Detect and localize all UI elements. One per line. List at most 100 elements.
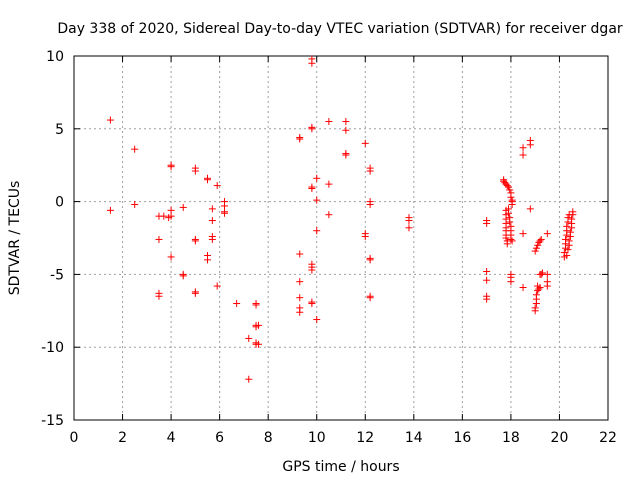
data-point <box>531 304 539 312</box>
data-point <box>313 196 321 204</box>
data-point <box>254 321 262 329</box>
data-point <box>534 241 542 249</box>
x-tick-label: 8 <box>264 430 273 446</box>
y-tick-labels: 10 5 0 -5 -10 -15 <box>41 49 64 429</box>
data-point <box>155 235 163 243</box>
data-point <box>313 174 321 182</box>
data-point <box>313 316 321 324</box>
data-point <box>508 201 516 209</box>
y-tick-label: 10 <box>46 49 64 65</box>
data-point <box>308 300 316 308</box>
data-point <box>167 163 175 171</box>
data-point <box>565 237 573 245</box>
data-point <box>483 219 491 227</box>
data-point <box>405 224 413 232</box>
data-point <box>564 246 572 254</box>
x-tick-label: 22 <box>599 430 617 446</box>
data-point <box>342 118 350 126</box>
data-point <box>536 237 544 245</box>
data-point <box>502 234 510 242</box>
x-tick-label: 20 <box>551 430 569 446</box>
x-tick-label: 16 <box>453 430 471 446</box>
data-point <box>507 193 515 201</box>
data-point <box>504 183 512 191</box>
data-point <box>537 270 545 278</box>
data-point <box>191 289 199 297</box>
data-point <box>106 116 114 124</box>
data-point <box>564 214 572 222</box>
x-tick-labels: 0 2 4 6 8 10 12 14 16 18 20 22 <box>70 430 617 446</box>
data-point <box>191 167 199 175</box>
data-point <box>508 237 516 245</box>
data-point <box>566 228 574 236</box>
data-point <box>155 292 163 300</box>
data-point <box>507 235 515 243</box>
data-point <box>167 253 175 261</box>
data-point <box>361 233 369 241</box>
data-point <box>506 186 514 194</box>
data-point <box>233 300 241 308</box>
data-point <box>504 209 512 217</box>
data-point <box>342 151 350 159</box>
data-point <box>106 206 114 214</box>
data-point <box>342 126 350 134</box>
data-point <box>503 182 511 190</box>
data-point <box>296 250 304 258</box>
data-point <box>204 176 211 184</box>
data-point <box>563 251 571 259</box>
data-point <box>535 285 543 293</box>
data-point <box>536 284 544 292</box>
data-point <box>296 308 304 316</box>
data-point <box>568 215 576 223</box>
data-point <box>532 244 540 252</box>
data-point <box>325 118 333 126</box>
data-point <box>366 294 374 302</box>
data-point <box>563 222 571 230</box>
data-point <box>325 211 333 219</box>
grid-lines <box>74 56 608 420</box>
x-tick-label: 18 <box>502 430 520 446</box>
x-tick-label: 14 <box>405 430 423 446</box>
y-tick-label: 5 <box>55 122 64 138</box>
data-point <box>519 144 527 152</box>
data-point <box>405 217 413 225</box>
data-point <box>296 294 304 302</box>
data-point <box>519 284 527 292</box>
data-point <box>296 278 304 286</box>
data-point <box>519 151 527 159</box>
data-point <box>543 282 551 290</box>
x-tick-label: 2 <box>118 430 127 446</box>
data-point <box>361 139 369 147</box>
y-tick-label: -10 <box>41 340 64 356</box>
data-point <box>526 141 534 149</box>
data-point <box>131 145 139 153</box>
data-point <box>308 266 316 274</box>
data-point <box>313 227 321 235</box>
data-point <box>245 334 253 342</box>
y-tick-label: -5 <box>50 267 64 283</box>
data-point <box>569 208 577 216</box>
data-point <box>220 209 228 217</box>
data-point <box>191 237 199 245</box>
x-axis-label: GPS time / hours <box>282 459 399 475</box>
data-point <box>366 256 374 264</box>
data-point <box>179 203 187 211</box>
data-point <box>483 267 491 275</box>
data-point <box>532 291 540 299</box>
data-point <box>562 235 570 243</box>
plot-frame <box>73 55 609 421</box>
x-tick-label: 4 <box>167 430 176 446</box>
data-point <box>366 201 374 209</box>
axis-ticks <box>73 55 609 421</box>
data-point <box>503 240 511 248</box>
data-point <box>537 235 545 243</box>
data-point <box>208 217 216 225</box>
chart-title: Day 338 of 2020, Sidereal Day-to-day VTE… <box>57 21 623 37</box>
data-point <box>160 212 168 220</box>
data-point <box>204 256 211 264</box>
x-tick-label: 6 <box>215 430 224 446</box>
data-point <box>308 59 316 67</box>
data-point <box>519 230 527 238</box>
